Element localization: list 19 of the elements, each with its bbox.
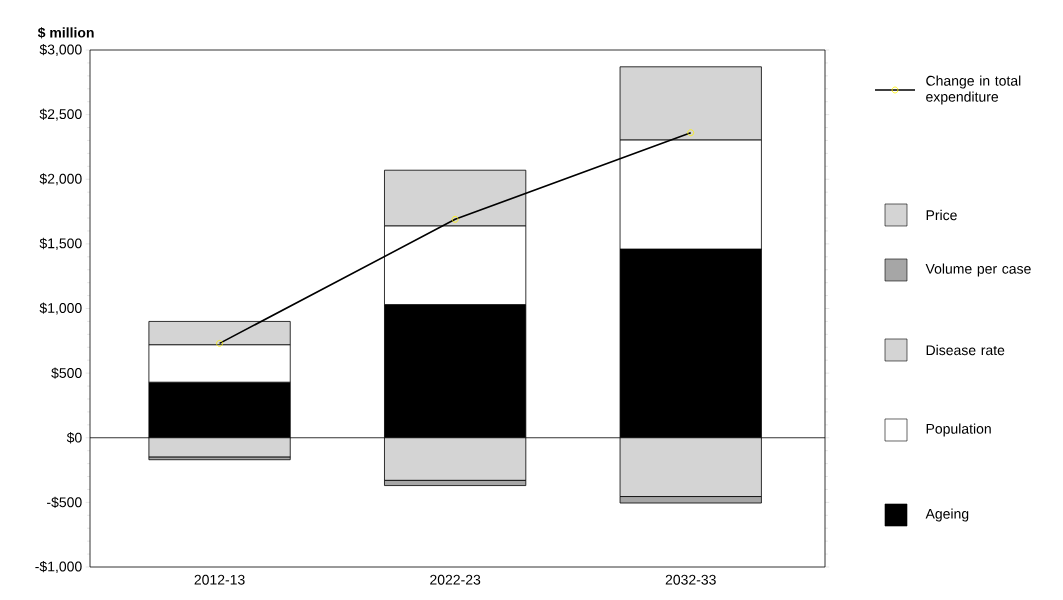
y-tick-label: $1,000: [39, 302, 82, 315]
x-tick-label: 2012-13: [194, 574, 245, 585]
legend-label: Disease rate: [926, 344, 1005, 356]
legend-label: Volume per case: [925, 263, 1031, 277]
legend-label: Change in total expenditure: [926, 75, 1021, 105]
y-tick-label: -$500: [47, 496, 82, 509]
y-tick-label: -$1,000: [35, 560, 82, 574]
x-tick-label: 2032-33: [665, 574, 716, 585]
y-tick-label: $0: [66, 432, 82, 444]
y-tick-label: $500: [51, 367, 82, 379]
x-tick-label: 2022-23: [430, 574, 481, 585]
legend-label: Price: [926, 209, 957, 221]
legend-label: Ageing: [925, 508, 969, 522]
y-tick-label: $2,500: [39, 108, 82, 121]
y-tick-label: $3,000: [39, 43, 82, 57]
y-tick-label: $2,000: [39, 173, 82, 186]
legend-label: Population: [926, 423, 991, 437]
y-tick-label: $1,500: [39, 237, 82, 250]
y-axis-title: $ million: [37, 27, 94, 39]
